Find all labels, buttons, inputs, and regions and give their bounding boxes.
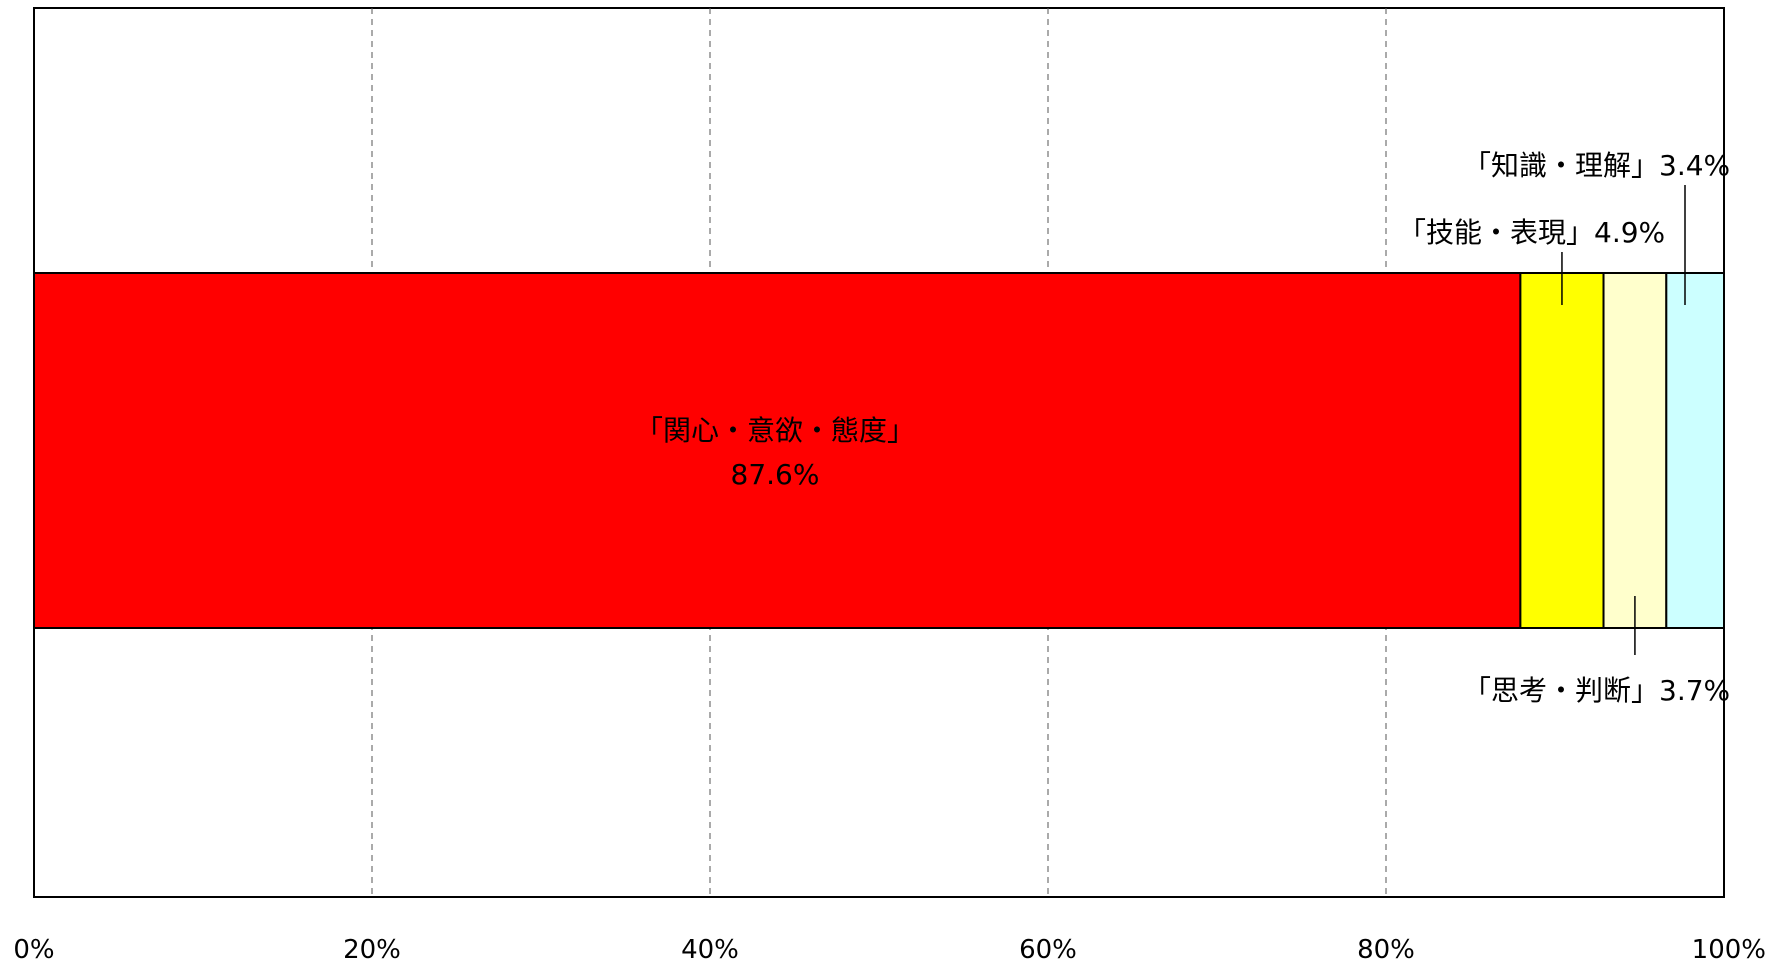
segment-value-knowledge: 3.4% xyxy=(1659,149,1730,182)
x-tick-label: 20% xyxy=(343,935,401,963)
segment-value-thinking: 3.7% xyxy=(1659,674,1730,707)
x-tick-label: 80% xyxy=(1357,935,1415,963)
segment-label-thinking: 「思考・判断」 xyxy=(1463,674,1659,707)
segment-value-interest: 87.6% xyxy=(731,458,820,491)
bar-segment-1 xyxy=(1519,272,1605,629)
bar-segment-0 xyxy=(33,272,1522,629)
bar-segment-2 xyxy=(1602,272,1668,629)
segment-label-knowledge: 「知識・理解」 xyxy=(1463,149,1659,182)
x-tick-label: 0% xyxy=(13,935,54,963)
bar-segment-3 xyxy=(1665,272,1725,629)
x-tick-label: 60% xyxy=(1019,935,1077,963)
x-tick-label: 100% xyxy=(1692,935,1766,963)
leader-lines xyxy=(1561,185,1686,655)
segment-value-skill: 4.9% xyxy=(1594,216,1665,249)
segment-label-skill: 「技能・表現」 xyxy=(1398,216,1594,249)
x-tick-label: 40% xyxy=(681,935,739,963)
segment-label-interest: 「関心・意欲・態度」 xyxy=(635,414,915,447)
bar-segments xyxy=(33,272,1725,629)
